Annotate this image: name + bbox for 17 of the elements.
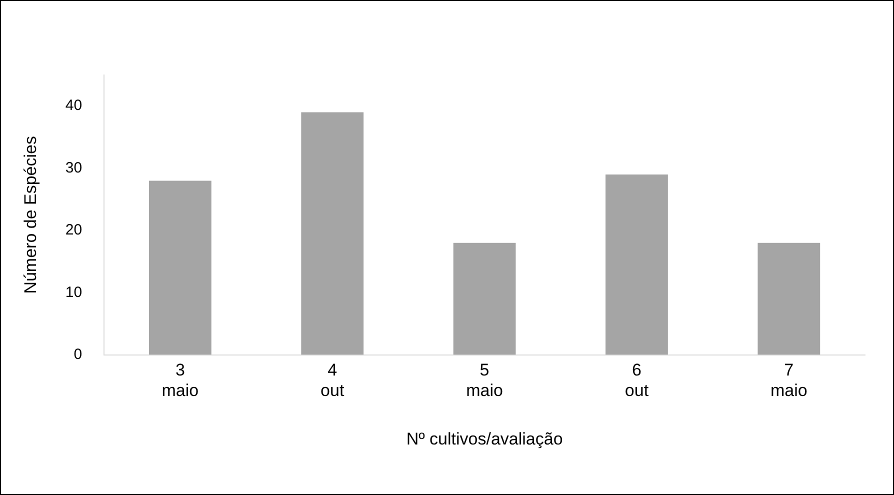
y-axis-title: Número de Espécies — [20, 136, 40, 294]
x-tick-label: 3 maio — [162, 360, 199, 400]
x-tick-label: 5 maio — [466, 360, 503, 400]
x-tick-label: 6 out — [624, 360, 649, 400]
y-tick-label: 0 — [74, 346, 82, 363]
bar — [453, 242, 516, 355]
bar — [606, 174, 668, 355]
x-tick-label: 7 maio — [770, 360, 808, 400]
x-axis-title: Nº cultivos/avaliação — [406, 429, 563, 448]
y-tick-label: 40 — [65, 97, 82, 114]
bar — [758, 242, 820, 355]
y-tick-label: 10 — [65, 284, 82, 301]
y-tick-label: 30 — [65, 159, 82, 176]
y-tick-label: 20 — [65, 222, 82, 239]
x-tick-label: 4 out — [320, 360, 344, 400]
bar — [148, 180, 212, 355]
bar — [301, 112, 364, 355]
